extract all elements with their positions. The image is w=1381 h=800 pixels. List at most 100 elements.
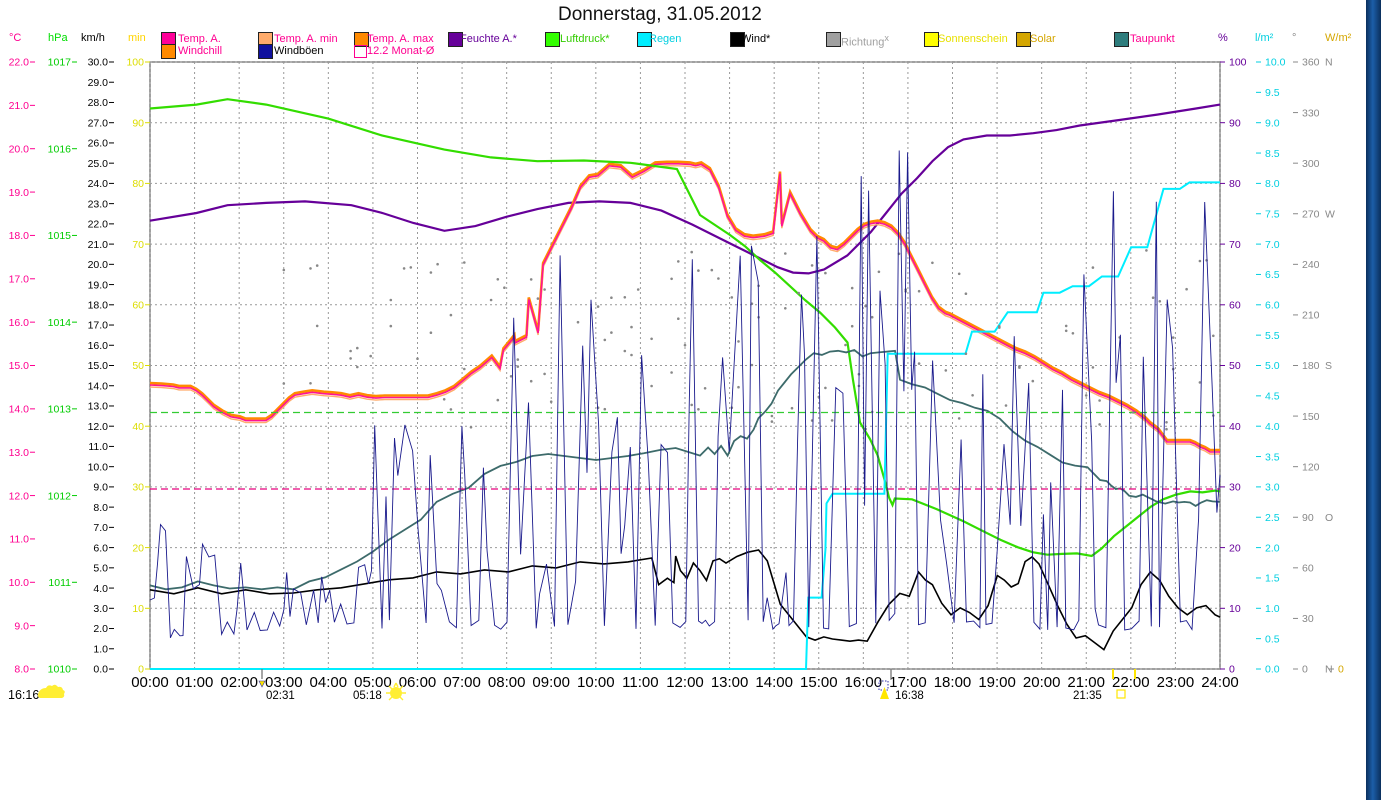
svg-text:240: 240 (1302, 259, 1320, 271)
svg-text:10: 10 (1229, 603, 1241, 615)
svg-text:0.0: 0.0 (93, 664, 108, 676)
svg-text:30: 30 (1229, 482, 1241, 494)
svg-text:1011: 1011 (48, 577, 71, 589)
svg-text:03:00: 03:00 (265, 674, 303, 691)
svg-text:10.0: 10.0 (9, 577, 30, 589)
svg-text:7.5: 7.5 (1265, 208, 1280, 220)
svg-text:300: 300 (1302, 158, 1320, 170)
svg-text:18:00: 18:00 (934, 674, 972, 691)
svg-text:90: 90 (132, 117, 144, 129)
svg-text:21.0: 21.0 (88, 239, 109, 251)
svg-text:2.5: 2.5 (1265, 512, 1280, 524)
svg-text:20.0: 20.0 (88, 259, 109, 271)
svg-text:150: 150 (1302, 411, 1320, 423)
svg-text:60: 60 (1229, 300, 1241, 312)
svg-text:1016: 1016 (48, 143, 72, 155)
svg-text:23.0: 23.0 (88, 198, 109, 210)
svg-text:100: 100 (126, 57, 144, 69)
svg-text:O: O (1325, 512, 1333, 524)
svg-text:8.0: 8.0 (14, 664, 29, 676)
svg-text:9.0: 9.0 (1265, 117, 1280, 129)
svg-text:4.5: 4.5 (1265, 391, 1280, 403)
svg-text:22:00: 22:00 (1112, 674, 1150, 691)
svg-text:14.0: 14.0 (88, 380, 109, 392)
svg-text:60: 60 (1302, 563, 1314, 575)
svg-text:4.0: 4.0 (93, 583, 108, 595)
svg-text:5.0: 5.0 (93, 563, 108, 575)
svg-text:1.0: 1.0 (93, 643, 108, 655)
svg-text:2.0: 2.0 (93, 623, 108, 635)
svg-text:100: 100 (1229, 57, 1247, 69)
svg-text:1012: 1012 (48, 490, 72, 502)
svg-text:22.0: 22.0 (88, 219, 109, 231)
svg-text:N: N (1325, 57, 1333, 69)
svg-text:1014: 1014 (48, 317, 72, 329)
svg-text:24.0: 24.0 (88, 178, 109, 190)
svg-text:1010: 1010 (48, 664, 72, 676)
svg-text:17.0: 17.0 (88, 320, 109, 332)
svg-text:3.5: 3.5 (1265, 451, 1280, 463)
svg-text:5.0: 5.0 (1265, 360, 1280, 372)
svg-text:01:00: 01:00 (176, 674, 214, 691)
svg-text:8.0: 8.0 (1265, 178, 1280, 190)
svg-text:06:00: 06:00 (399, 674, 437, 691)
svg-text:19.0: 19.0 (88, 279, 109, 291)
svg-text:17:00: 17:00 (889, 674, 927, 691)
svg-text:12:00: 12:00 (666, 674, 704, 691)
svg-text:29.0: 29.0 (88, 77, 109, 89)
svg-text:14:00: 14:00 (755, 674, 793, 691)
svg-text:10.0: 10.0 (1265, 57, 1286, 69)
svg-text:17.0: 17.0 (9, 273, 30, 285)
svg-text:07:00: 07:00 (443, 674, 481, 691)
svg-text:6.0: 6.0 (1265, 300, 1280, 312)
svg-text:16.0: 16.0 (88, 340, 109, 352)
svg-text:27.0: 27.0 (88, 117, 109, 129)
svg-text:6.5: 6.5 (1265, 269, 1280, 281)
svg-text:80: 80 (132, 178, 144, 190)
svg-text:0.5: 0.5 (1265, 633, 1280, 645)
svg-text:02:31: 02:31 (266, 690, 295, 702)
svg-text:21:00: 21:00 (1067, 674, 1105, 691)
svg-text:1.5: 1.5 (1265, 573, 1280, 585)
svg-text:05:00: 05:00 (354, 674, 392, 691)
svg-text:19.0: 19.0 (9, 187, 30, 199)
svg-text:04:00: 04:00 (310, 674, 348, 691)
svg-text:90: 90 (1302, 512, 1314, 524)
svg-text:120: 120 (1302, 461, 1320, 473)
svg-text:9.0: 9.0 (93, 482, 108, 494)
svg-text:25.0: 25.0 (88, 158, 109, 170)
svg-text:90: 90 (1229, 117, 1241, 129)
svg-text:N: N (1325, 664, 1333, 676)
svg-text:16:38: 16:38 (895, 690, 924, 702)
svg-text:26.0: 26.0 (88, 138, 109, 150)
svg-text:15:00: 15:00 (800, 674, 838, 691)
svg-text:02:00: 02:00 (220, 674, 258, 691)
svg-text:13.0: 13.0 (88, 401, 109, 413)
svg-text:4.0: 4.0 (1265, 421, 1280, 433)
svg-text:16:16: 16:16 (8, 688, 39, 702)
svg-text:20:00: 20:00 (1023, 674, 1061, 691)
svg-text:12.0: 12.0 (88, 421, 109, 433)
svg-text:15.0: 15.0 (88, 360, 109, 372)
svg-text:28.0: 28.0 (88, 97, 109, 109)
svg-text:18.0: 18.0 (9, 230, 30, 242)
svg-text:6.0: 6.0 (93, 542, 108, 554)
svg-text:W: W (1325, 208, 1335, 220)
svg-text:7.0: 7.0 (93, 522, 108, 534)
svg-text:80: 80 (1229, 178, 1241, 190)
svg-text:1.0: 1.0 (1265, 603, 1280, 615)
svg-text:70: 70 (1229, 239, 1241, 251)
svg-text:13:00: 13:00 (711, 674, 749, 691)
svg-text:1015: 1015 (48, 230, 72, 242)
svg-text:10.0: 10.0 (88, 461, 109, 473)
svg-text:09:00: 09:00 (532, 674, 570, 691)
svg-text:11.0: 11.0 (9, 534, 29, 546)
svg-text:20.0: 20.0 (9, 143, 30, 155)
svg-text:11:00: 11:00 (622, 674, 658, 691)
svg-text:16:00: 16:00 (845, 674, 883, 691)
svg-text:3.0: 3.0 (1265, 482, 1280, 494)
svg-text:330: 330 (1302, 107, 1320, 119)
svg-text:210: 210 (1302, 310, 1320, 322)
svg-text:30: 30 (1302, 613, 1314, 625)
svg-text:360: 360 (1302, 57, 1320, 69)
